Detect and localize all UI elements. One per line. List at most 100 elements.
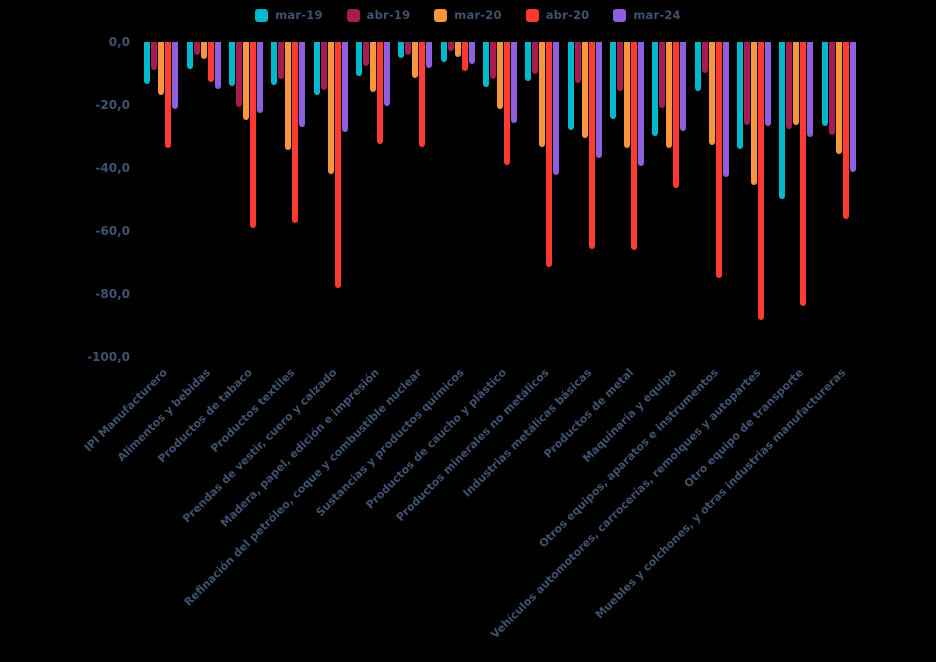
bar-mar-19: [313, 42, 320, 95]
x-axis-label: Prendas de vestir, cuero y calzado: [180, 366, 340, 526]
bar-mar-20: [624, 42, 631, 149]
bar-mar-24: [765, 42, 772, 127]
bar-group: [733, 42, 775, 358]
bar-group: [309, 42, 351, 358]
bar-mar-20: [496, 42, 503, 110]
bar-group: [352, 42, 394, 358]
bar-abr-20: [461, 42, 468, 72]
bar-abr-20: [376, 42, 383, 145]
bar-abr-19: [744, 42, 751, 126]
bar-mar-24: [553, 42, 560, 175]
legend-label: mar-24: [633, 8, 681, 22]
bar-abr-19: [701, 42, 708, 73]
bar-mar-20: [412, 42, 419, 79]
bar-abr-20: [588, 42, 595, 249]
y-tick-label: 0,0: [108, 35, 130, 49]
x-axis-label: Productos minerales no metálicos: [393, 366, 552, 524]
bar-mar-20: [327, 42, 334, 174]
bar-abr-19: [405, 42, 412, 56]
legend-label: mar-20: [454, 8, 502, 22]
bar-abr-20: [715, 42, 722, 278]
bar-abr-19: [320, 42, 327, 90]
bar-abr-20: [546, 42, 553, 267]
bar-mar-19: [271, 42, 278, 85]
bar-abr-19: [659, 42, 666, 109]
chart-legend: mar-19 abr-19 mar-20 abr-20 mar-24: [0, 8, 936, 22]
bar-group: [606, 42, 648, 358]
bar-abr-20: [207, 42, 214, 83]
legend-swatch-mar-19: [255, 8, 269, 22]
x-axis-label: Madera, papel, edición e impresión: [218, 366, 383, 530]
legend-item-mar-19: mar-19: [255, 8, 322, 22]
bar-mar-19: [779, 42, 786, 199]
bar-group: [436, 42, 478, 358]
bar-group: [140, 42, 182, 358]
bar-abr-19: [151, 42, 158, 70]
y-tick-label: -80,0: [95, 287, 130, 301]
bar-mar-24: [595, 42, 602, 158]
bar-mar-24: [299, 42, 306, 127]
bar-abr-20: [292, 42, 299, 223]
bar-mar-20: [242, 42, 249, 121]
bar-abr-19: [447, 42, 454, 51]
bar-mar-20: [751, 42, 758, 185]
bar-mar-19: [821, 42, 828, 127]
legend-item-mar-24: mar-24: [613, 8, 681, 22]
bar-mar-24: [849, 42, 856, 172]
bar-abr-20: [842, 42, 849, 220]
bar-mar-24: [510, 42, 517, 124]
bar-mar-19: [525, 42, 532, 82]
legend-label: abr-20: [545, 8, 590, 22]
plot-area: [140, 42, 860, 358]
bar-group: [775, 42, 817, 358]
bar-group: [691, 42, 733, 358]
legend-swatch-mar-20: [434, 8, 448, 22]
y-tick-label: -100,0: [87, 350, 130, 364]
bar-mar-19: [355, 42, 362, 77]
bar-abr-20: [334, 42, 341, 288]
y-tick-label: -20,0: [95, 98, 130, 112]
bar-mar-20: [539, 42, 546, 148]
bar-abr-20: [800, 42, 807, 307]
bar-mar-19: [482, 42, 489, 88]
bar-mar-19: [737, 42, 744, 149]
bar-group: [521, 42, 563, 358]
bar-mar-19: [440, 42, 447, 62]
bar-mar-19: [398, 42, 405, 59]
bar-abr-19: [574, 42, 581, 84]
bar-mar-24: [638, 42, 645, 167]
bar-abr-20: [758, 42, 765, 321]
bar-group: [648, 42, 690, 358]
bar-group: [225, 42, 267, 358]
bar-mar-24: [680, 42, 687, 131]
bar-mar-20: [200, 42, 207, 60]
bar-mar-19: [694, 42, 701, 91]
bar-mar-19: [567, 42, 574, 130]
bar-mar-19: [186, 42, 193, 70]
legend-swatch-abr-20: [525, 8, 539, 22]
bar-group: [182, 42, 224, 358]
bar-mar-20: [666, 42, 673, 149]
legend-swatch-mar-24: [613, 8, 627, 22]
legend-item-abr-20: abr-20: [525, 8, 590, 22]
bar-mar-20: [369, 42, 376, 92]
legend-item-abr-19: abr-19: [346, 8, 411, 22]
bar-abr-19: [786, 42, 793, 129]
bar-mar-19: [652, 42, 659, 136]
y-tick-label: -60,0: [95, 224, 130, 238]
bar-abr-19: [828, 42, 835, 135]
y-tick-label: -40,0: [95, 161, 130, 175]
bar-abr-19: [362, 42, 369, 66]
bar-mar-19: [228, 42, 235, 87]
bar-abr-20: [631, 42, 638, 250]
bar-mar-20: [793, 42, 800, 125]
bar-mar-24: [256, 42, 263, 113]
bar-abr-20: [673, 42, 680, 188]
bar-mar-24: [807, 42, 814, 138]
y-axis: 0,0 -20,0 -40,0 -60,0 -80,0 -100,0: [0, 0, 130, 662]
bar-mar-24: [172, 42, 179, 109]
bar-abr-20: [165, 42, 172, 148]
legend-label: abr-19: [366, 8, 411, 22]
bar-mar-20: [581, 42, 588, 139]
bar-abr-20: [419, 42, 426, 147]
